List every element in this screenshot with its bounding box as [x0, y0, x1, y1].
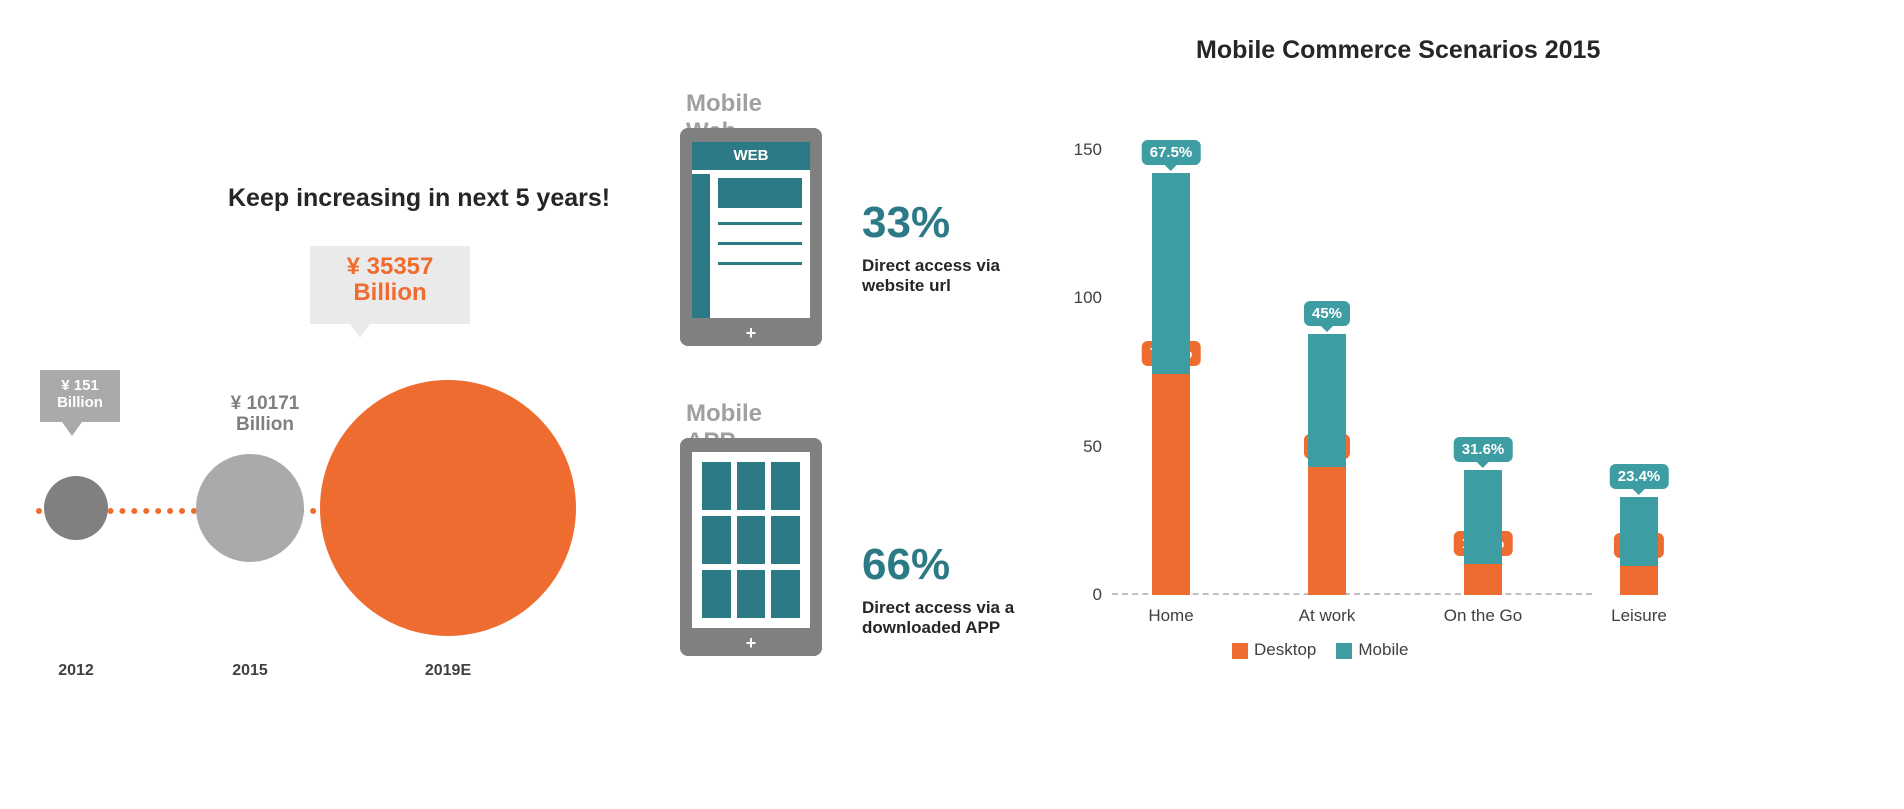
legend-desktop-label: Desktop: [1254, 640, 1316, 659]
y-tick-label: 100: [1062, 288, 1102, 308]
app-tile: [737, 570, 766, 618]
x-category-label: Home: [1112, 606, 1230, 626]
web-percent: 33%: [862, 198, 950, 248]
bubble-2015: [196, 454, 304, 562]
callout-2019: ¥ 35357 Billion: [310, 246, 470, 324]
phone-web-icon: WEB +: [680, 128, 822, 346]
bar-mobile: 23.4%: [1620, 497, 1658, 566]
app-desc: Direct access via a downloaded APP: [862, 598, 1062, 639]
year-2012: 2012: [26, 662, 126, 680]
app-percent: 66%: [862, 540, 950, 590]
bar-desktop: 74.6%: [1152, 374, 1190, 595]
year-2015: 2015: [200, 662, 300, 680]
callout-2019-tail: [350, 324, 370, 338]
bar-mobile: 67.5%: [1152, 173, 1190, 373]
growth-bubbles-section: Keep increasing in next 5 years! ¥ 151 B…: [0, 0, 640, 809]
app-tile: [702, 516, 731, 564]
web-line-3: [718, 262, 802, 265]
chart-plot-area: 74.6%67.5%43%45%10.4%31.6%9.8%23.4%: [1112, 150, 1592, 595]
x-category-label: Leisure: [1580, 606, 1698, 626]
callout-2015-line1: ¥ 10171: [231, 393, 300, 414]
growth-title: Keep increasing in next 5 years!: [228, 184, 610, 213]
app-tile: [737, 516, 766, 564]
bar-mobile: 31.6%: [1464, 470, 1502, 564]
callout-2019-line1: ¥ 35357: [347, 253, 434, 280]
legend-mobile-swatch: [1336, 643, 1352, 659]
bar-desktop: 10.4%: [1464, 564, 1502, 595]
phone-app-screen: [692, 452, 810, 628]
bubble-2012: [44, 476, 108, 540]
phone-home-icon: +: [746, 323, 757, 344]
chart-legend: Desktop Mobile: [1232, 640, 1408, 660]
callout-2012: ¥ 151 Billion: [40, 370, 120, 422]
legend-mobile-label: Mobile: [1358, 640, 1408, 659]
x-category-label: On the Go: [1424, 606, 1542, 626]
bar-desktop: 9.8%: [1620, 566, 1658, 595]
app-tile: [702, 462, 731, 510]
year-2019: 2019E: [398, 662, 498, 680]
phone-web-screen: WEB: [692, 142, 810, 318]
web-line-2: [718, 242, 802, 245]
legend-desktop-swatch: [1232, 643, 1248, 659]
web-sidebar-icon: [692, 174, 710, 318]
y-tick-label: 150: [1062, 140, 1102, 160]
legend-mobile: Mobile: [1336, 640, 1408, 660]
callout-2015-line2: Billion: [236, 414, 294, 435]
bar-mobile-label: 31.6%: [1454, 437, 1513, 462]
bar-mobile-label: 67.5%: [1142, 140, 1201, 165]
callout-2019-line2: Billion: [353, 279, 426, 306]
callout-2015: ¥ 10171 Billion: [210, 386, 320, 438]
web-desc: Direct access via website url: [862, 256, 1052, 297]
app-tile: [737, 462, 766, 510]
bar-mobile-label: 45%: [1304, 301, 1350, 326]
y-tick-label: 0: [1062, 585, 1102, 605]
bar-desktop: 43%: [1308, 467, 1346, 595]
y-tick-label: 50: [1062, 437, 1102, 457]
phone-app-icon: +: [680, 438, 822, 656]
app-tile: [702, 570, 731, 618]
app-tile: [771, 462, 800, 510]
callout-2012-tail: [62, 422, 82, 436]
chart-title: Mobile Commerce Scenarios 2015: [1196, 36, 1600, 65]
legend-desktop: Desktop: [1232, 640, 1316, 660]
bar-mobile: 45%: [1308, 334, 1346, 468]
web-header-label: WEB: [692, 142, 810, 170]
phone-home-icon: +: [746, 633, 757, 654]
callout-2012-line1: ¥ 151: [61, 377, 99, 394]
bar-mobile-label: 23.4%: [1610, 464, 1669, 489]
web-block-icon: [718, 178, 802, 208]
x-category-label: At work: [1268, 606, 1386, 626]
web-line-1: [718, 222, 802, 225]
app-tile: [771, 516, 800, 564]
app-tile: [771, 570, 800, 618]
bubble-2019: [320, 380, 576, 636]
callout-2012-line2: Billion: [57, 394, 103, 411]
